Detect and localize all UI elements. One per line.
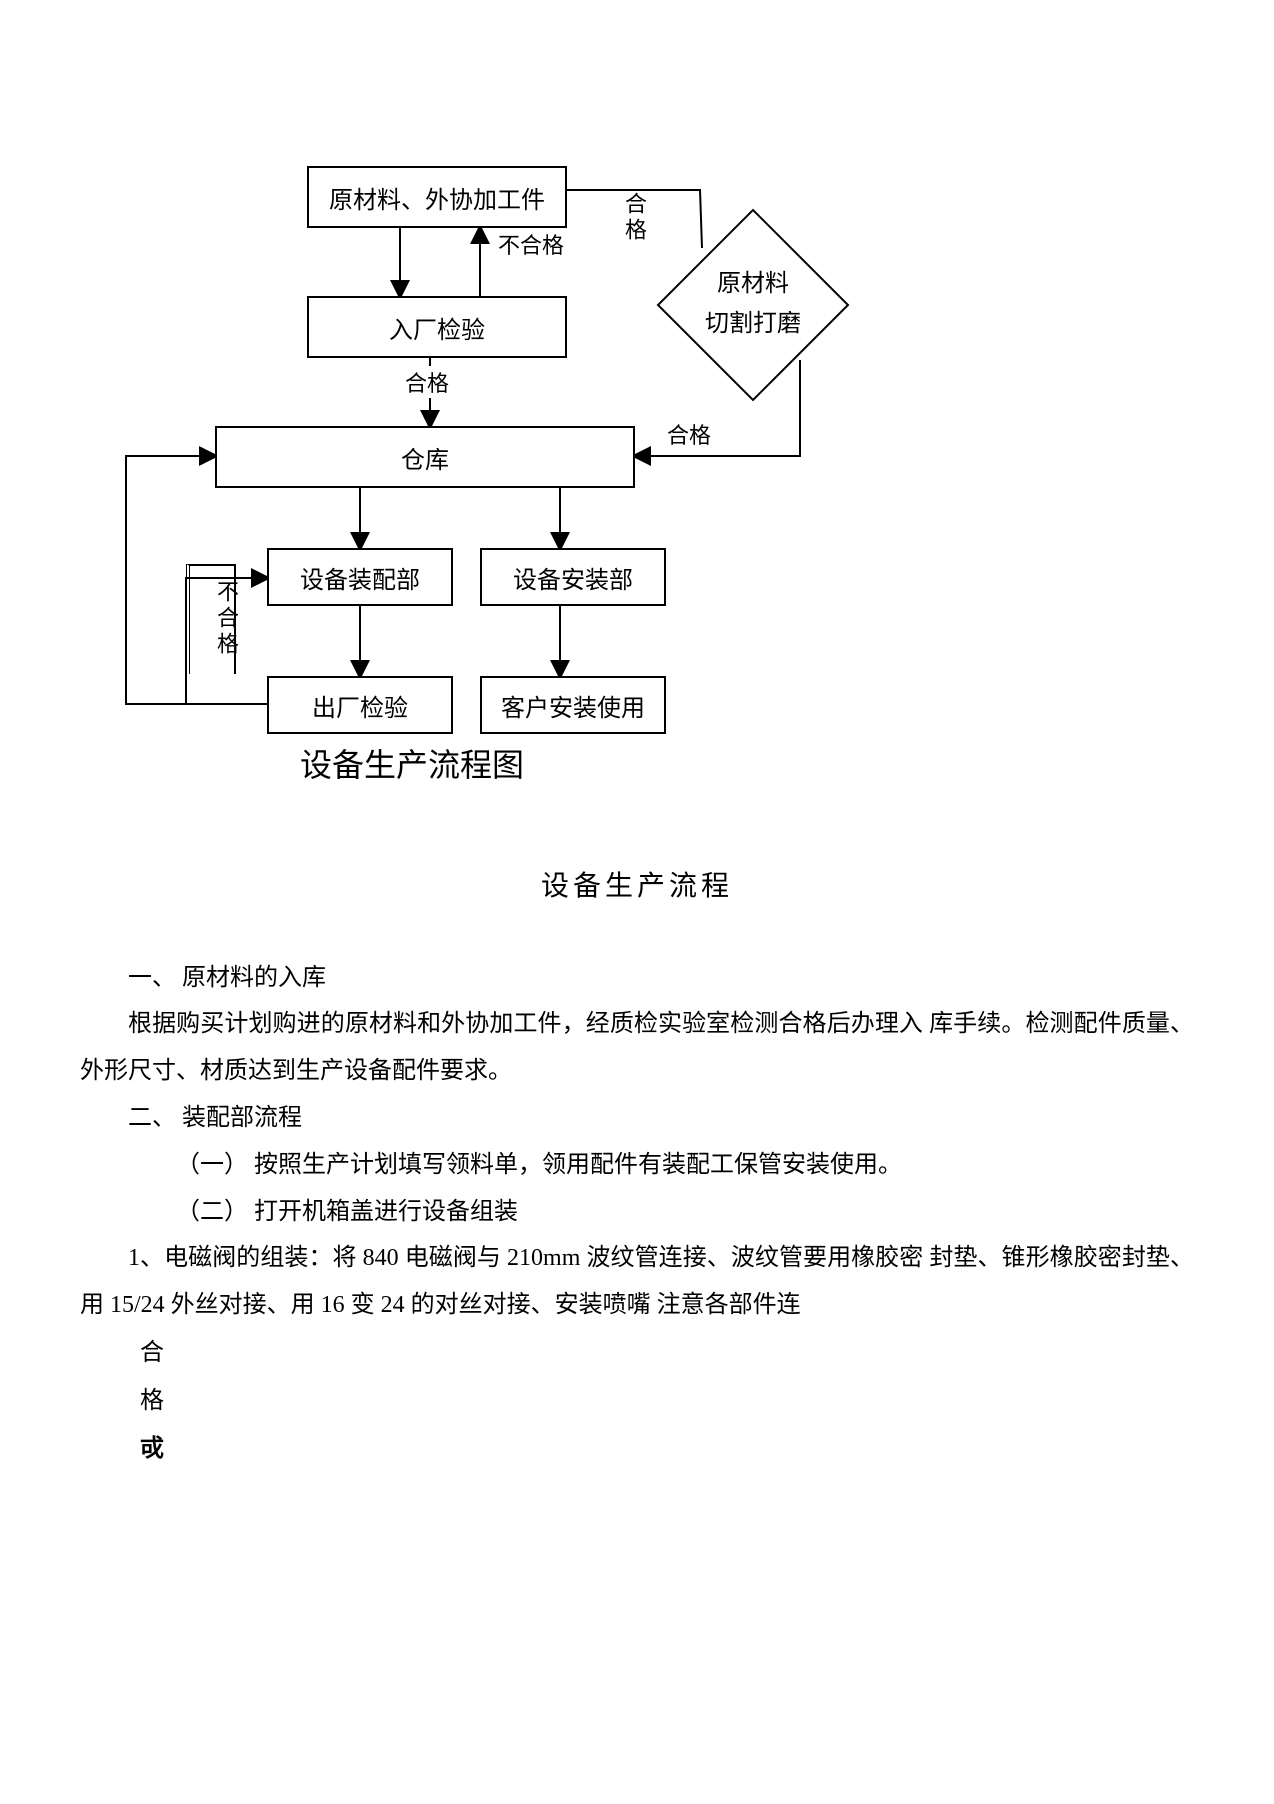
section2-body: 1、电磁阀的组装：将 840 电磁阀与 210mm 波纹管连接、波纹管要用橡胶密… [80,1235,1194,1329]
vertical-c3: 戓 [140,1425,1194,1473]
edge-label-pass-3: 合格 [667,418,711,450]
section2-item1: （一） 按照生产计划填写领料单，领用配件有装配工保管安装使用。 [80,1142,1194,1189]
node-incoming-inspection: 入厂检验 [307,296,567,358]
section1-title: 一、 原材料的入库 [80,955,1194,1002]
section1-body: 根据购买计划购进的原材料和外协加工件，经质检实验室检测合格后办理入 库手续。检测… [80,1001,1194,1095]
node-install-dept: 设备安装部 [480,548,666,606]
node-label: 设备装配部 [300,560,420,595]
vertical-c2: 格 [140,1377,1194,1425]
diamond-line1: 原材料 [717,271,789,297]
edge-label-fail-1: 不合格 [498,228,564,260]
section2-item2: （二） 打开机箱盖进行设备组装 [80,1189,1194,1236]
node-label: 设备安装部 [513,560,633,595]
node-warehouse: 仓库 [215,426,635,488]
node-outgoing-inspection: 出厂检验 [267,676,453,734]
node-label: 客户安装使用 [501,688,645,723]
edge-label-pass-1: 合格 [405,366,449,398]
text-heading: 设备生产流程 [80,860,1194,915]
page: 原材料、外协加工件 入厂检验 仓库 设备装配部 设备安装部 出厂检验 客户安装使… [0,0,1274,1473]
node-cutting-grinding: 原材料 切割打磨 [658,210,848,400]
vertical-note: 合 格 戓 [80,1329,1194,1473]
node-label: 出厂检验 [312,688,408,723]
edge-label-pass-2: 合格 [618,192,650,244]
node-label: 原材料、外协加工件 [329,180,545,215]
text-section: 设备生产流程 一、 原材料的入库 根据购买计划购进的原材料和外协加工件，经质检实… [0,770,1274,1473]
node-customer-use: 客户安装使用 [480,676,666,734]
node-label: 仓库 [401,440,449,475]
vertical-c1: 合 [140,1329,1194,1377]
section2-title: 二、 装配部流程 [80,1095,1194,1142]
node-raw-material: 原材料、外协加工件 [307,166,567,228]
edge-label-fail-2: 不合格 [210,580,242,658]
flowchart-caption: 设备生产流程图 [300,740,524,786]
node-assembly-dept: 设备装配部 [267,548,453,606]
node-label: 入厂检验 [389,310,485,345]
diamond-line2: 切割打磨 [705,311,801,337]
flowchart-container: 原材料、外协加工件 入厂检验 仓库 设备装配部 设备安装部 出厂检验 客户安装使… [0,0,1274,770]
